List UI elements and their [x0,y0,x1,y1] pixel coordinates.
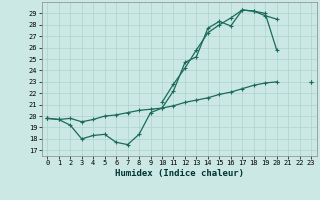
X-axis label: Humidex (Indice chaleur): Humidex (Indice chaleur) [115,169,244,178]
